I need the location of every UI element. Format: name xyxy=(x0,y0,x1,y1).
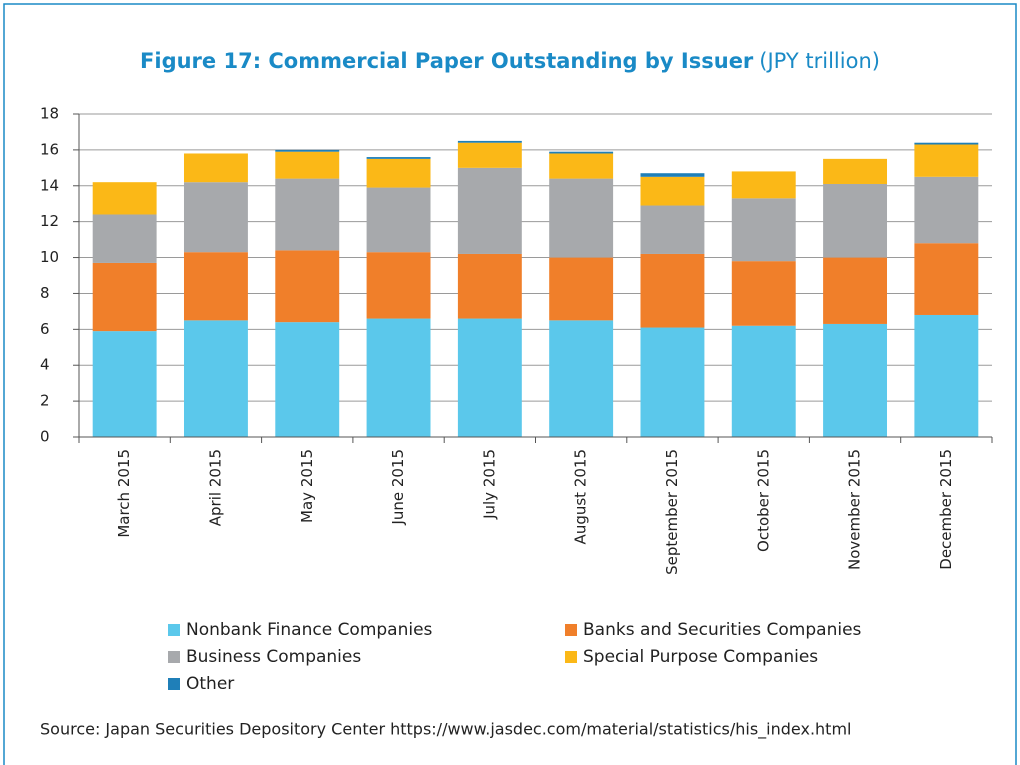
bar-segment xyxy=(823,323,888,437)
bar-segment xyxy=(640,253,705,328)
bar-segment xyxy=(914,144,979,177)
bar-segment xyxy=(914,314,979,437)
bar-segment xyxy=(640,327,705,437)
bar-segment xyxy=(457,167,522,254)
x-tick-label: March 2015 xyxy=(115,449,133,538)
legend-label: Other xyxy=(186,674,234,694)
bar-segment xyxy=(823,183,888,258)
bar-segment xyxy=(275,250,340,323)
bar-segment xyxy=(457,253,522,319)
bar-segment xyxy=(731,198,796,262)
bar-segment xyxy=(92,262,157,332)
bar-segment xyxy=(823,257,888,324)
bar-segment xyxy=(731,171,796,199)
y-tick-label: 6 xyxy=(40,320,50,338)
bar-segment xyxy=(457,318,522,437)
bar-segment xyxy=(275,151,340,179)
bar-segment xyxy=(366,158,431,188)
bar-segment xyxy=(457,140,522,143)
legend-label: Banks and Securities Companies xyxy=(583,620,862,640)
bar-segment xyxy=(549,153,614,179)
bar-segment xyxy=(640,176,705,206)
chart-subtitle: (JPY trillion) xyxy=(759,49,880,73)
bar-segment xyxy=(275,322,340,437)
bar-segment xyxy=(914,176,979,244)
bar-segment xyxy=(823,158,888,184)
legend-swatch xyxy=(565,624,577,636)
frame xyxy=(3,3,1017,765)
bar-segment xyxy=(275,149,340,152)
y-tick-label: 4 xyxy=(40,356,50,374)
bar-segment xyxy=(92,331,157,437)
bar-segment xyxy=(183,320,248,437)
bar-segment xyxy=(366,187,431,253)
y-tick-label: 0 xyxy=(40,428,50,446)
bar-segment xyxy=(731,261,796,326)
bar-segment xyxy=(640,173,705,177)
chart-title: Figure 17: Commercial Paper Outstanding … xyxy=(140,49,754,73)
bar-segment xyxy=(366,318,431,437)
bar-segment xyxy=(914,142,979,145)
bar-segment xyxy=(549,151,614,154)
legend-swatch xyxy=(168,624,180,636)
legend-label: Business Companies xyxy=(186,647,361,667)
chart-title-line: Figure 17: Commercial Paper Outstanding … xyxy=(140,49,880,73)
bar-segment xyxy=(549,257,614,321)
x-tick-label: April 2015 xyxy=(206,449,224,526)
bar-segment xyxy=(366,157,431,159)
y-tick-label: 8 xyxy=(40,284,50,302)
y-tick-label: 16 xyxy=(40,140,59,158)
bar-segment xyxy=(183,252,248,321)
y-tick-label: 10 xyxy=(40,248,59,266)
y-tick-label: 2 xyxy=(40,392,50,410)
bar-segment xyxy=(92,214,157,263)
bar-segment xyxy=(183,153,248,183)
legend-label: Special Purpose Companies xyxy=(583,647,818,667)
bar-segment xyxy=(183,182,248,253)
bar-segment xyxy=(92,182,157,215)
x-tick-label: December 2015 xyxy=(937,449,955,570)
bar-segment xyxy=(549,320,614,437)
bar-segment xyxy=(366,252,431,319)
legend-swatch xyxy=(565,651,577,663)
legend-swatch xyxy=(168,651,180,663)
y-tick-label: 14 xyxy=(40,176,59,194)
x-tick-label: August 2015 xyxy=(572,449,590,544)
legend-label: Nonbank Finance Companies xyxy=(186,620,433,640)
x-tick-label: November 2015 xyxy=(846,449,864,570)
bar-segment xyxy=(731,325,796,437)
y-tick-label: 18 xyxy=(40,105,59,123)
source: Source: Japan Securities Depository Cent… xyxy=(40,720,851,740)
bar-segment xyxy=(640,205,705,254)
legend-swatch xyxy=(168,678,180,690)
bar-segment xyxy=(549,178,614,258)
bar-segment xyxy=(457,142,522,168)
bar-segment xyxy=(275,178,340,251)
x-tick-label: October 2015 xyxy=(754,449,772,552)
y-tick-label: 12 xyxy=(40,212,59,230)
x-tick-label: September 2015 xyxy=(663,449,681,575)
x-tick-label: May 2015 xyxy=(298,449,316,523)
x-tick-label: July 2015 xyxy=(480,449,498,520)
x-tick-label: June 2015 xyxy=(389,449,407,526)
bar-segment xyxy=(914,243,979,315)
